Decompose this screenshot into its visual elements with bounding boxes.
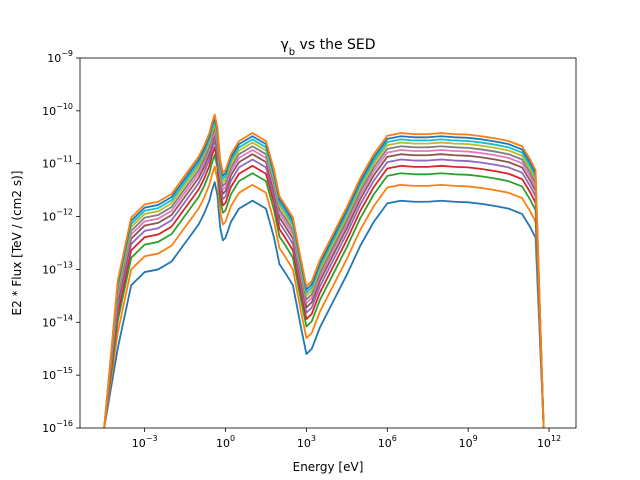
x-tick-label-3: 106 xyxy=(378,434,397,450)
series-line-2 xyxy=(103,165,545,428)
plot-frame xyxy=(79,57,577,429)
x-tick-label-2: 103 xyxy=(297,434,316,450)
x-tick-label-5: 1012 xyxy=(537,434,561,450)
x-axis-label: Energy [eV] xyxy=(293,460,364,474)
x-tick-label-0: 10−3 xyxy=(132,434,158,450)
x-tick-label-1: 100 xyxy=(216,434,235,450)
y-tick-label-6: 10−10 xyxy=(42,102,73,118)
series-line-12 xyxy=(103,113,545,428)
series-line-4 xyxy=(103,146,545,428)
y-axis-label: E2 * Flux [TeV / (cm2 s)] xyxy=(10,171,24,316)
series-line-1 xyxy=(103,181,545,428)
y-tick-label-3: 10−13 xyxy=(42,260,73,276)
y-tick-label-5: 10−11 xyxy=(42,155,73,171)
x-axis-ticks: 10−3 100 103 106 109 1012 xyxy=(132,428,561,450)
y-tick-label-1: 10−15 xyxy=(42,366,73,382)
y-tick-label-2: 10−14 xyxy=(42,313,73,329)
series-line-3 xyxy=(103,153,545,428)
y-tick-label-0: 10−16 xyxy=(42,419,73,435)
series-line-5 xyxy=(103,140,545,428)
y-tick-label-7: 10−9 xyxy=(47,49,73,65)
y-axis-ticks: 10−16 10−15 10−14 10−13 10−12 10−11 10−10 10−9 xyxy=(42,49,80,435)
y-tick-label-4: 10−12 xyxy=(42,208,73,224)
chart-title: γb vs the SED xyxy=(280,37,375,58)
x-tick-label-4: 109 xyxy=(459,434,478,450)
series-layer xyxy=(103,113,545,428)
